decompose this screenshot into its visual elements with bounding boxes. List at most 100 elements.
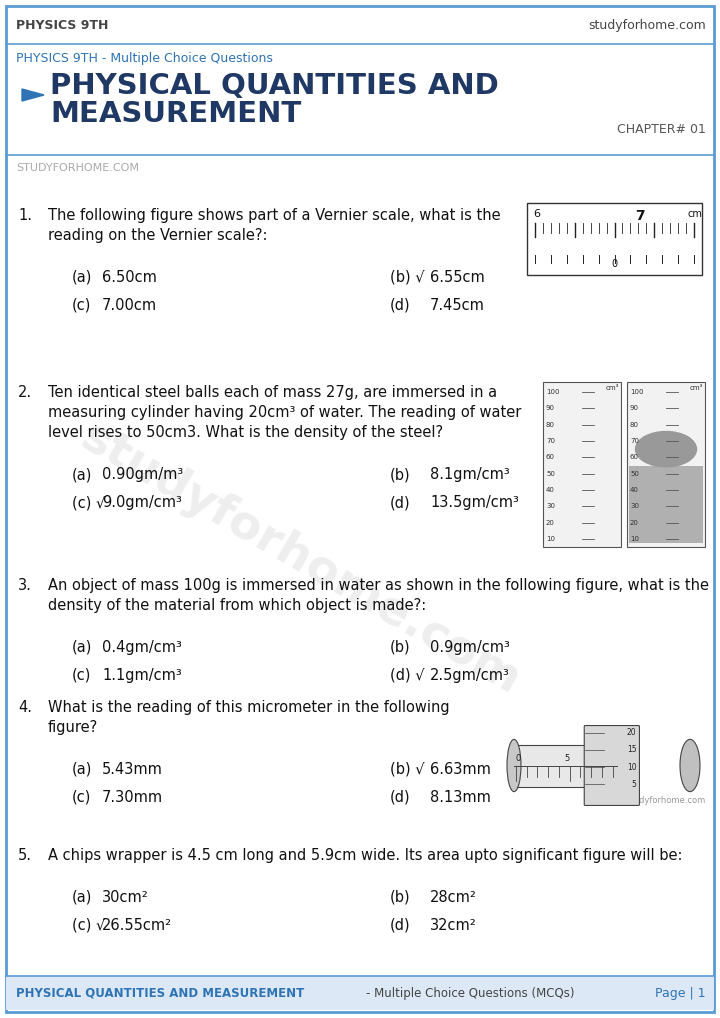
Text: 20: 20	[546, 519, 555, 525]
Text: 0: 0	[516, 754, 521, 762]
Text: The following figure shows part of a Vernier scale, what is the: The following figure shows part of a Ver…	[48, 208, 500, 223]
Text: PHYSICS 9TH - Multiple Choice Questions: PHYSICS 9TH - Multiple Choice Questions	[16, 52, 273, 64]
Text: studyforhome.com: studyforhome.com	[72, 415, 528, 704]
FancyBboxPatch shape	[527, 203, 702, 275]
Text: 9.0gm/cm³: 9.0gm/cm³	[102, 495, 182, 510]
Ellipse shape	[680, 739, 700, 792]
Text: (b) √: (b) √	[390, 270, 425, 285]
Text: An object of mass 100g is immersed in water as shown in the following figure, wh: An object of mass 100g is immersed in wa…	[48, 578, 709, 593]
Text: 13.5gm/cm³: 13.5gm/cm³	[430, 495, 519, 510]
Text: 90: 90	[630, 405, 639, 411]
Text: 0: 0	[611, 259, 617, 269]
Text: 6.55cm: 6.55cm	[430, 270, 485, 285]
Text: (a): (a)	[72, 640, 92, 655]
Text: Page | 1: Page | 1	[655, 986, 706, 1000]
Text: 30: 30	[630, 503, 639, 509]
Text: (a): (a)	[72, 467, 92, 482]
Text: 7.45cm: 7.45cm	[430, 298, 485, 313]
Text: figure?: figure?	[48, 720, 98, 735]
Text: PHYSICAL QUANTITIES AND: PHYSICAL QUANTITIES AND	[50, 72, 499, 100]
FancyBboxPatch shape	[543, 382, 621, 547]
Text: (c): (c)	[72, 298, 91, 313]
Ellipse shape	[635, 431, 697, 467]
Text: (d) √: (d) √	[390, 668, 425, 683]
Text: 1.: 1.	[18, 208, 32, 223]
Text: (c) √: (c) √	[72, 918, 105, 934]
Text: studyforhome.com: studyforhome.com	[588, 18, 706, 32]
FancyBboxPatch shape	[584, 726, 639, 805]
Text: Ten identical steel balls each of mass 27g, are immersed in a: Ten identical steel balls each of mass 2…	[48, 385, 497, 400]
Text: What is the reading of this micrometer in the following: What is the reading of this micrometer i…	[48, 700, 449, 715]
Text: 6.50cm: 6.50cm	[102, 270, 157, 285]
Text: (d): (d)	[390, 790, 410, 805]
Text: 0.90gm/m³: 0.90gm/m³	[102, 467, 184, 482]
Text: 2.: 2.	[18, 385, 32, 400]
Text: 1.1gm/cm³: 1.1gm/cm³	[102, 668, 181, 683]
Text: 7.30mm: 7.30mm	[102, 790, 163, 805]
Text: reading on the Vernier scale?:: reading on the Vernier scale?:	[48, 228, 268, 243]
Text: 6: 6	[533, 209, 540, 219]
Text: 10: 10	[627, 762, 636, 772]
Text: 15: 15	[627, 745, 636, 754]
Text: MEASUREMENT: MEASUREMENT	[50, 100, 301, 128]
Text: 100: 100	[546, 389, 559, 395]
FancyBboxPatch shape	[512, 744, 616, 787]
Text: 5: 5	[564, 754, 570, 762]
Text: (c): (c)	[72, 668, 91, 683]
Text: (d): (d)	[390, 918, 410, 934]
Text: 0.9gm/cm³: 0.9gm/cm³	[430, 640, 510, 655]
Text: 30: 30	[546, 503, 555, 509]
Text: density of the material from which object is made?:: density of the material from which objec…	[48, 598, 426, 613]
Text: (c) √: (c) √	[72, 495, 105, 510]
Text: 6.63mm: 6.63mm	[430, 762, 491, 777]
Text: 4.: 4.	[18, 700, 32, 715]
Text: 100: 100	[630, 389, 644, 395]
FancyBboxPatch shape	[6, 976, 714, 1010]
Text: 80: 80	[630, 421, 639, 428]
Text: (a): (a)	[72, 762, 92, 777]
Text: (d): (d)	[390, 298, 410, 313]
Text: 3.: 3.	[18, 578, 32, 593]
Text: cm³: cm³	[690, 385, 703, 391]
FancyBboxPatch shape	[627, 382, 705, 547]
Text: measuring cylinder having 20cm³ of water. The reading of water: measuring cylinder having 20cm³ of water…	[48, 405, 521, 420]
Text: 0.4gm/cm³: 0.4gm/cm³	[102, 640, 182, 655]
Text: level rises to 50cm3. What is the density of the steel?: level rises to 50cm3. What is the densit…	[48, 425, 443, 440]
Text: 20: 20	[627, 728, 636, 737]
Text: CHAPTER# 01: CHAPTER# 01	[617, 123, 706, 136]
Text: A chips wrapper is 4.5 cm long and 5.9cm wide. Its area upto significant figure : A chips wrapper is 4.5 cm long and 5.9cm…	[48, 848, 683, 863]
Text: 30cm²: 30cm²	[102, 890, 149, 905]
Text: 40: 40	[630, 487, 639, 493]
Text: (b) √: (b) √	[390, 762, 425, 777]
Text: 60: 60	[630, 454, 639, 460]
Text: 8.1gm/cm³: 8.1gm/cm³	[430, 467, 510, 482]
Ellipse shape	[507, 739, 521, 792]
Text: (b): (b)	[390, 467, 410, 482]
Text: 5: 5	[631, 780, 636, 789]
Text: 32cm²: 32cm²	[430, 918, 477, 934]
Text: 7.00cm: 7.00cm	[102, 298, 157, 313]
Text: (a): (a)	[72, 890, 92, 905]
Text: PHYSICAL QUANTITIES AND MEASUREMENT: PHYSICAL QUANTITIES AND MEASUREMENT	[16, 986, 305, 1000]
Text: STUDYFORHOME.COM: STUDYFORHOME.COM	[16, 163, 139, 173]
Text: (b): (b)	[390, 890, 410, 905]
Text: 8.13mm: 8.13mm	[430, 790, 491, 805]
Text: - Multiple Choice Questions (MCQs): - Multiple Choice Questions (MCQs)	[366, 986, 575, 1000]
Text: cm³: cm³	[606, 385, 619, 391]
Text: 26.55cm²: 26.55cm²	[102, 918, 172, 934]
Text: 90: 90	[546, 405, 555, 411]
Text: (b): (b)	[390, 640, 410, 655]
Text: 50: 50	[546, 470, 555, 476]
Text: (d): (d)	[390, 495, 410, 510]
Text: 28cm²: 28cm²	[430, 890, 477, 905]
Text: 40: 40	[546, 487, 555, 493]
Text: 60: 60	[546, 454, 555, 460]
Text: 7: 7	[636, 209, 645, 223]
Text: 10: 10	[546, 536, 555, 542]
Text: PHYSICS 9TH: PHYSICS 9TH	[16, 18, 109, 32]
Text: 20: 20	[630, 519, 639, 525]
Text: (a): (a)	[72, 270, 92, 285]
Text: 50: 50	[630, 470, 639, 476]
Text: 80: 80	[546, 421, 555, 428]
Text: 70: 70	[546, 438, 555, 444]
